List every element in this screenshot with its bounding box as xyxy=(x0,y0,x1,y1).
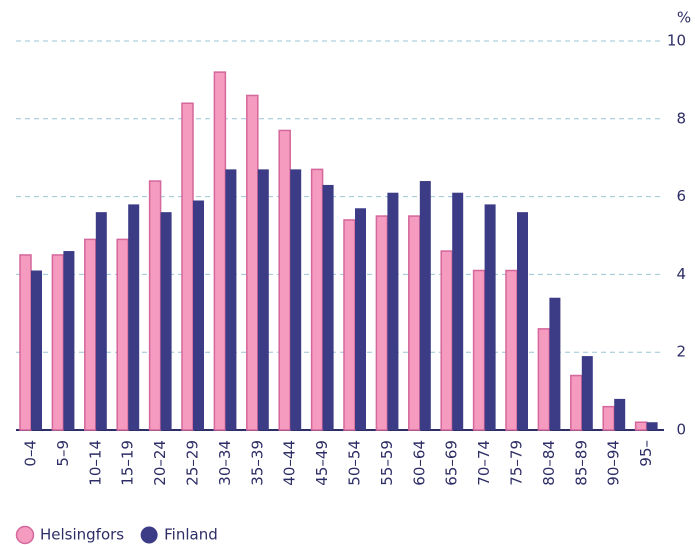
x-tick-label: 25–29 xyxy=(184,440,202,486)
x-tick-label: 10–14 xyxy=(86,440,104,486)
bar xyxy=(278,129,291,431)
bar xyxy=(537,328,551,431)
bar xyxy=(290,169,302,430)
y-tick-label: 6 xyxy=(676,187,686,205)
bar xyxy=(148,180,162,431)
bar xyxy=(116,238,129,431)
bar xyxy=(581,356,593,430)
x-tick-label: 0–4 xyxy=(22,440,40,467)
bar xyxy=(472,269,486,431)
bar xyxy=(225,169,237,430)
bar xyxy=(408,215,421,431)
bar xyxy=(128,204,140,430)
bar xyxy=(343,219,356,431)
bar xyxy=(193,200,204,430)
bar xyxy=(646,422,658,430)
x-tick-label: 70–74 xyxy=(475,440,493,486)
bar xyxy=(257,169,269,430)
x-tick-label: 55–59 xyxy=(378,440,396,486)
bar xyxy=(84,238,97,431)
bar xyxy=(310,168,324,431)
x-tick-label: 30–34 xyxy=(216,440,234,486)
y-tick-label: 10 xyxy=(667,32,686,50)
y-tick-label: 8 xyxy=(676,109,686,127)
y-tick-label: 2 xyxy=(676,343,686,361)
bar xyxy=(95,212,107,430)
legend-label: Helsingfors xyxy=(40,526,124,544)
x-tick-label: 75–79 xyxy=(508,440,526,486)
x-tick-label: 85–89 xyxy=(572,440,590,486)
bar xyxy=(549,297,561,430)
x-tick-label: 60–64 xyxy=(410,440,428,486)
x-tick-label: 80–84 xyxy=(540,440,558,486)
x-tick-label: 90–94 xyxy=(605,440,623,486)
bar xyxy=(63,251,75,430)
y-tick-label: 0 xyxy=(676,421,686,439)
bar xyxy=(419,181,431,430)
x-tick-label: 35–39 xyxy=(248,440,266,486)
x-tick-label: 15–19 xyxy=(119,440,137,486)
x-tick-label: 20–24 xyxy=(151,440,169,486)
bar xyxy=(484,204,496,430)
bar xyxy=(355,208,366,430)
legend-label: Finland xyxy=(164,526,218,544)
bar xyxy=(505,269,518,431)
x-tick-label: 50–54 xyxy=(346,440,364,486)
y-tick-label: 4 xyxy=(676,265,686,283)
y-axis-unit: % xyxy=(677,9,691,27)
bar xyxy=(634,421,648,431)
bar xyxy=(51,254,65,431)
bar xyxy=(602,405,615,431)
bar xyxy=(452,192,464,430)
bar xyxy=(246,94,259,431)
x-tick-label: 40–44 xyxy=(281,440,299,486)
x-tick-label: 5–9 xyxy=(54,440,72,467)
bar xyxy=(614,398,626,430)
bar xyxy=(517,212,528,430)
bar xyxy=(322,184,334,430)
bar xyxy=(160,212,172,430)
bar xyxy=(31,270,42,430)
bar xyxy=(19,254,32,431)
bar xyxy=(570,374,583,431)
legend-marker xyxy=(140,526,158,544)
x-tick-label: 65–69 xyxy=(443,440,461,486)
x-tick-label: 45–49 xyxy=(313,440,331,486)
bar xyxy=(440,250,453,431)
x-tick-label: 95– xyxy=(637,440,655,467)
bar xyxy=(213,71,227,431)
bar xyxy=(375,215,389,431)
bar xyxy=(387,192,399,430)
bar xyxy=(181,102,194,431)
legend-marker xyxy=(15,525,35,545)
